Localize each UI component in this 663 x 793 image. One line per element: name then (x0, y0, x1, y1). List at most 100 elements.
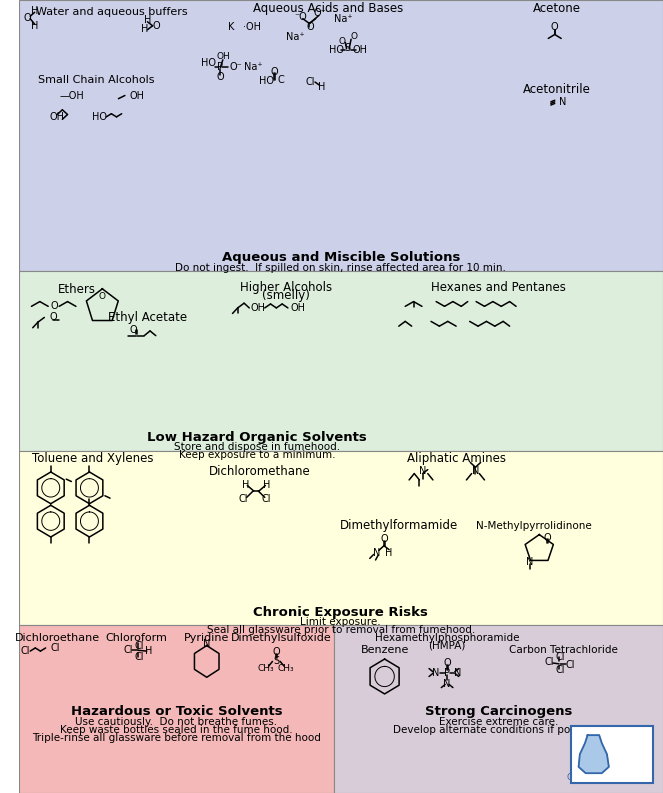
Text: H: H (141, 24, 148, 34)
Text: O: O (543, 533, 551, 542)
Text: H: H (385, 548, 392, 557)
Text: Store and dispose in fumehood.: Store and dispose in fumehood. (174, 442, 340, 453)
Text: H: H (263, 480, 271, 489)
Text: O: O (272, 647, 280, 657)
Text: OH: OH (129, 90, 145, 101)
Text: Cl: Cl (50, 643, 60, 653)
Text: Ethers: Ethers (58, 283, 95, 297)
Text: H: H (318, 82, 326, 92)
Text: N: N (203, 639, 210, 649)
Text: Ethyl Acetate: Ethyl Acetate (108, 311, 187, 324)
Text: OH: OH (50, 112, 65, 122)
Text: N: N (419, 466, 426, 477)
Text: H: H (144, 15, 151, 25)
Text: O: O (339, 37, 345, 46)
Text: N: N (472, 466, 479, 477)
Text: CH₃: CH₃ (258, 664, 274, 673)
Text: OH: OH (217, 52, 230, 61)
Text: Hazardous or Toxic Solvents: Hazardous or Toxic Solvents (71, 705, 282, 718)
Bar (19, 270, 663, 450)
Text: Dimethylformamide: Dimethylformamide (339, 519, 458, 532)
Text: Cl: Cl (21, 646, 30, 656)
Text: O: O (307, 22, 314, 33)
Text: O: O (152, 21, 160, 31)
Bar (571, 726, 653, 783)
Text: Cl: Cl (135, 652, 144, 661)
Text: O: O (51, 301, 58, 312)
Text: Na⁺: Na⁺ (244, 62, 263, 72)
Text: HO: HO (91, 112, 107, 122)
Text: (smelly): (smelly) (262, 289, 310, 302)
Text: Na⁺: Na⁺ (286, 32, 305, 42)
Text: Carbon Tetrachloride: Carbon Tetrachloride (509, 646, 617, 655)
Text: Use cautiously.  Do not breathe fumes.: Use cautiously. Do not breathe fumes. (76, 717, 278, 726)
Text: Develop alternate conditions if possible.: Develop alternate conditions if possible… (393, 725, 604, 734)
Text: H: H (31, 21, 38, 31)
Text: N: N (560, 97, 567, 107)
Text: Acetone: Acetone (532, 2, 581, 15)
Text: Hexamethylphosphoramide: Hexamethylphosphoramide (375, 633, 519, 642)
Text: Cl: Cl (135, 641, 144, 650)
Text: P: P (217, 62, 223, 72)
Text: O: O (50, 312, 57, 323)
Text: O: O (24, 13, 31, 23)
Text: Acetonitrile: Acetonitrile (522, 82, 591, 96)
Text: Chloroform: Chloroform (105, 633, 168, 642)
Text: O: O (380, 534, 388, 543)
Text: O⁻: O⁻ (314, 8, 327, 18)
Text: Dimethylsulfoxide: Dimethylsulfoxide (231, 633, 332, 642)
Text: HO: HO (259, 76, 274, 86)
Text: CH₃: CH₃ (278, 664, 294, 673)
Text: Cl: Cl (123, 645, 133, 654)
Text: O: O (271, 67, 278, 77)
Text: HO: HO (201, 58, 216, 68)
Text: OH: OH (353, 44, 367, 55)
Bar (334, 625, 663, 793)
Text: H: H (242, 480, 249, 489)
Text: ·OH: ·OH (243, 22, 261, 33)
Text: OH: OH (251, 303, 266, 313)
Text: K: K (228, 22, 235, 33)
Text: Triple-rinse all glassware before removal from the hood: Triple-rinse all glassware before remova… (32, 733, 321, 742)
Text: O: O (350, 33, 357, 41)
Text: Water and aqueous buffers: Water and aqueous buffers (36, 7, 188, 17)
Text: Hexanes and Pentanes: Hexanes and Pentanes (431, 281, 566, 294)
Text: O: O (216, 72, 224, 82)
Text: Dichloromethane: Dichloromethane (210, 465, 311, 478)
Text: O: O (587, 753, 599, 768)
Text: Aqueous and Miscible Solutions: Aqueous and Miscible Solutions (221, 251, 460, 265)
Text: (HMPA): (HMPA) (428, 641, 466, 650)
Text: H: H (145, 646, 152, 656)
Text: Pyridine: Pyridine (184, 633, 229, 642)
Text: O: O (129, 325, 137, 335)
Text: Cl: Cl (555, 652, 565, 661)
Text: P: P (444, 668, 450, 677)
Text: HO: HO (329, 44, 343, 55)
Text: N: N (373, 548, 381, 557)
Text: O: O (99, 292, 106, 301)
Text: Cl: Cl (566, 660, 575, 669)
Text: N: N (444, 679, 451, 688)
Text: Seal all glassware prior to removal from fumehood.: Seal all glassware prior to removal from… (207, 625, 475, 634)
Text: Keep exposure to a minimum.: Keep exposure to a minimum. (179, 450, 335, 461)
Text: N-Methylpyrrolidinone: N-Methylpyrrolidinone (476, 521, 592, 531)
Text: C: C (278, 75, 284, 85)
Text: ⁻O: ⁻O (294, 12, 307, 22)
Text: Do not ingest.  If spilled on skin, rinse affected area for 10 min.: Do not ingest. If spilled on skin, rinse… (175, 263, 507, 274)
Text: Na⁺: Na⁺ (334, 13, 353, 24)
Text: —OH: —OH (59, 90, 84, 101)
Text: Limit exposure.: Limit exposure. (300, 617, 381, 626)
Text: O: O (551, 22, 558, 33)
Text: Chemtips: Chemtips (566, 773, 606, 783)
Text: Exercise extreme care.: Exercise extreme care. (439, 717, 558, 726)
Text: Low Hazard Organic Solvents: Low Hazard Organic Solvents (147, 431, 367, 444)
Text: S: S (345, 43, 351, 53)
Bar (19, 450, 663, 625)
Text: Cl: Cl (262, 494, 271, 504)
Text: N: N (432, 668, 440, 677)
Text: Strong Carcinogens: Strong Carcinogens (425, 705, 572, 718)
Bar (19, 625, 334, 793)
Text: H: H (31, 6, 38, 16)
Text: N: N (454, 668, 461, 677)
Polygon shape (579, 735, 609, 773)
